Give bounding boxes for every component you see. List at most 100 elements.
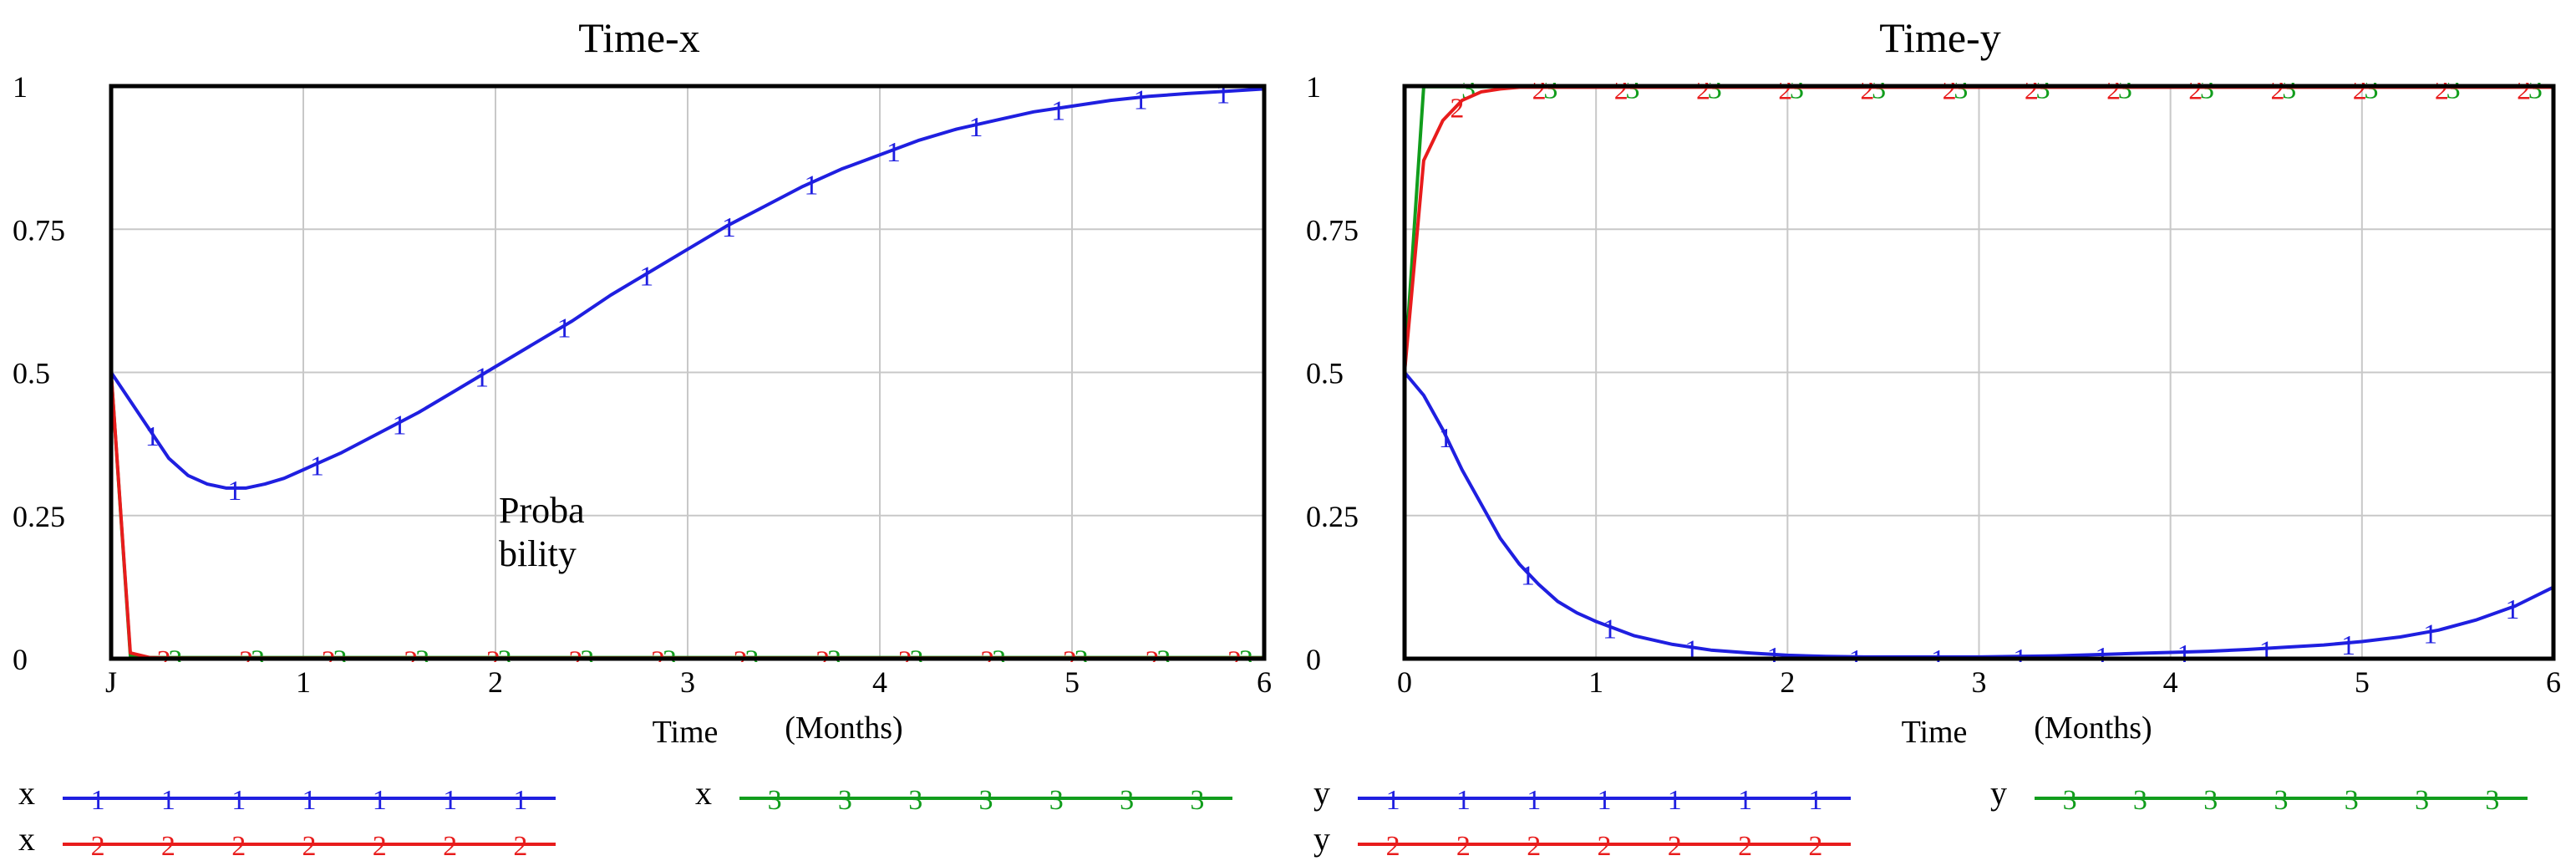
series-line-1 bbox=[111, 87, 1264, 490]
y-tick-label: 0.5 bbox=[13, 357, 50, 390]
series-marker-2: 2 bbox=[2353, 74, 2367, 105]
series-marker-2: 2 bbox=[2025, 74, 2039, 105]
series-marker-2: 2 bbox=[898, 645, 912, 676]
legend-marker: 3 bbox=[2274, 785, 2289, 816]
x-axis-label: Time bbox=[1902, 715, 1968, 750]
series-marker-1: 1 bbox=[475, 362, 489, 393]
plot-annotation: bility bbox=[499, 533, 577, 574]
legend-marker: 3 bbox=[768, 785, 782, 816]
legend-marker: 2 bbox=[1808, 831, 1822, 862]
x-tick-label: 3 bbox=[680, 665, 695, 699]
series-marker-1: 1 bbox=[1521, 560, 1535, 591]
legend-label: y bbox=[1990, 774, 2007, 812]
series-marker-1: 1 bbox=[804, 170, 818, 201]
series-marker-1: 1 bbox=[887, 137, 901, 168]
plot-frame bbox=[109, 84, 1267, 661]
legend-marker: 2 bbox=[443, 831, 457, 862]
legend-marker: 3 bbox=[838, 785, 852, 816]
legend-marker: 1 bbox=[1386, 785, 1400, 816]
legend-marker: 2 bbox=[231, 831, 246, 862]
series-marker-2: 2 bbox=[2188, 74, 2203, 105]
x-tick-label: 6 bbox=[2546, 665, 2561, 699]
legend-marker: 3 bbox=[979, 785, 993, 816]
y-tick-label: 1 bbox=[13, 70, 28, 104]
series-marker-2: 2 bbox=[734, 645, 748, 676]
legend-marker: 1 bbox=[231, 785, 246, 816]
y-tick-label: 0.25 bbox=[1306, 500, 1359, 533]
legend-marker: 2 bbox=[1456, 831, 1471, 862]
x-tick-label: 1 bbox=[1588, 665, 1603, 699]
legend-marker: 2 bbox=[513, 831, 527, 862]
series-marker-2: 2 bbox=[1532, 74, 1547, 105]
legend-entry-1: y 1 1 1 1 1 1 1 bbox=[1313, 774, 1851, 816]
series-marker-2: 2 bbox=[1227, 645, 1242, 676]
series-marker-2: 2 bbox=[568, 645, 582, 676]
legend-entry-3: y 3 3 3 3 3 3 3 bbox=[1990, 774, 2528, 816]
series-marker-1: 1 bbox=[1134, 84, 1148, 115]
series-marker-2: 2 bbox=[980, 645, 994, 676]
x-tick-label: 2 bbox=[488, 665, 503, 699]
series-marker-1: 1 bbox=[1439, 423, 1453, 454]
legend-marker: 3 bbox=[1049, 785, 1064, 816]
series-marker-2: 2 bbox=[1778, 74, 1792, 105]
legend-marker: 3 bbox=[1120, 785, 1134, 816]
series-marker-2: 2 bbox=[1943, 74, 1957, 105]
x-tick-label: 1 bbox=[296, 665, 311, 699]
series-marker-2: 2 bbox=[404, 645, 418, 676]
series-marker-2: 2 bbox=[1860, 74, 1874, 105]
legend-marker: 3 bbox=[2133, 785, 2147, 816]
legend-marker: 3 bbox=[2063, 785, 2077, 816]
series-marker-2: 2 bbox=[815, 645, 830, 676]
x-tick-label: 4 bbox=[872, 665, 887, 699]
series-marker-2: 2 bbox=[157, 645, 171, 676]
legend-marker: 1 bbox=[1738, 785, 1752, 816]
legend-marker: 1 bbox=[1456, 785, 1471, 816]
series-marker-1: 1 bbox=[722, 212, 736, 243]
series-marker-1: 1 bbox=[969, 112, 983, 143]
series-marker-1: 1 bbox=[227, 476, 241, 507]
series-marker-1: 1 bbox=[2259, 636, 2274, 667]
series-marker-1: 1 bbox=[2505, 594, 2519, 625]
series-marker-2: 2 bbox=[2271, 74, 2285, 105]
series-marker-1: 1 bbox=[2423, 619, 2437, 650]
series-marker-1: 1 bbox=[1684, 634, 1699, 665]
legend-marker: 2 bbox=[373, 831, 387, 862]
legend-entry-3: x 3 3 3 3 3 3 3 bbox=[695, 774, 1232, 816]
legend-entry-2: x 2 2 2 2 2 2 2 bbox=[18, 820, 556, 862]
legend-marker: 3 bbox=[2415, 785, 2429, 816]
legend-marker: 1 bbox=[161, 785, 175, 816]
y-tick-label: 1 bbox=[1306, 70, 1321, 104]
legend-marker: 2 bbox=[1598, 831, 1612, 862]
x-tick-label: J bbox=[105, 665, 117, 699]
legend-label: y bbox=[1313, 774, 1330, 812]
y-tick-label: 0.75 bbox=[13, 213, 65, 247]
legend-marker: 1 bbox=[443, 785, 457, 816]
legend-marker: 1 bbox=[302, 785, 317, 816]
legend-entry-1: x 1 1 1 1 1 1 1 bbox=[18, 774, 556, 816]
legend-marker: 2 bbox=[302, 831, 317, 862]
chart-panel-2: Time-y 0 1 2 3 4 5 6 0 0.25 0.5 0.75 1 Time (Months) 3 3… bbox=[1306, 14, 2561, 862]
y-tick-label: 0 bbox=[1306, 643, 1321, 676]
x-tick-label: 6 bbox=[1257, 665, 1272, 699]
x-tick-label: 3 bbox=[1972, 665, 1987, 699]
x-tick-label: 0 bbox=[1397, 665, 1412, 699]
legend-entry-2: y 2 2 2 2 2 2 2 bbox=[1313, 820, 1851, 862]
chart-title: Time-y bbox=[1879, 14, 2000, 61]
legend-marker: 1 bbox=[373, 785, 387, 816]
legend-marker: 2 bbox=[1527, 831, 1541, 862]
legend-marker: 3 bbox=[2345, 785, 2359, 816]
series-marker-2: 2 bbox=[651, 645, 665, 676]
series-marker-1: 1 bbox=[1216, 79, 1230, 110]
legend-marker: 1 bbox=[1808, 785, 1822, 816]
legend-marker: 1 bbox=[91, 785, 105, 816]
legend-marker: 2 bbox=[161, 831, 175, 862]
legend-marker: 3 bbox=[2485, 785, 2499, 816]
legend-label: x bbox=[18, 774, 35, 812]
series-marker-2: 2 bbox=[1450, 93, 1464, 124]
y-tick-label: 0.5 bbox=[1306, 357, 1344, 390]
legend-label: x bbox=[18, 820, 35, 858]
series-1-group: 1 1 1 1 1 1 1 1 1 1 1 1 1 1 bbox=[111, 79, 1264, 507]
series-marker-2: 2 bbox=[1614, 74, 1628, 105]
